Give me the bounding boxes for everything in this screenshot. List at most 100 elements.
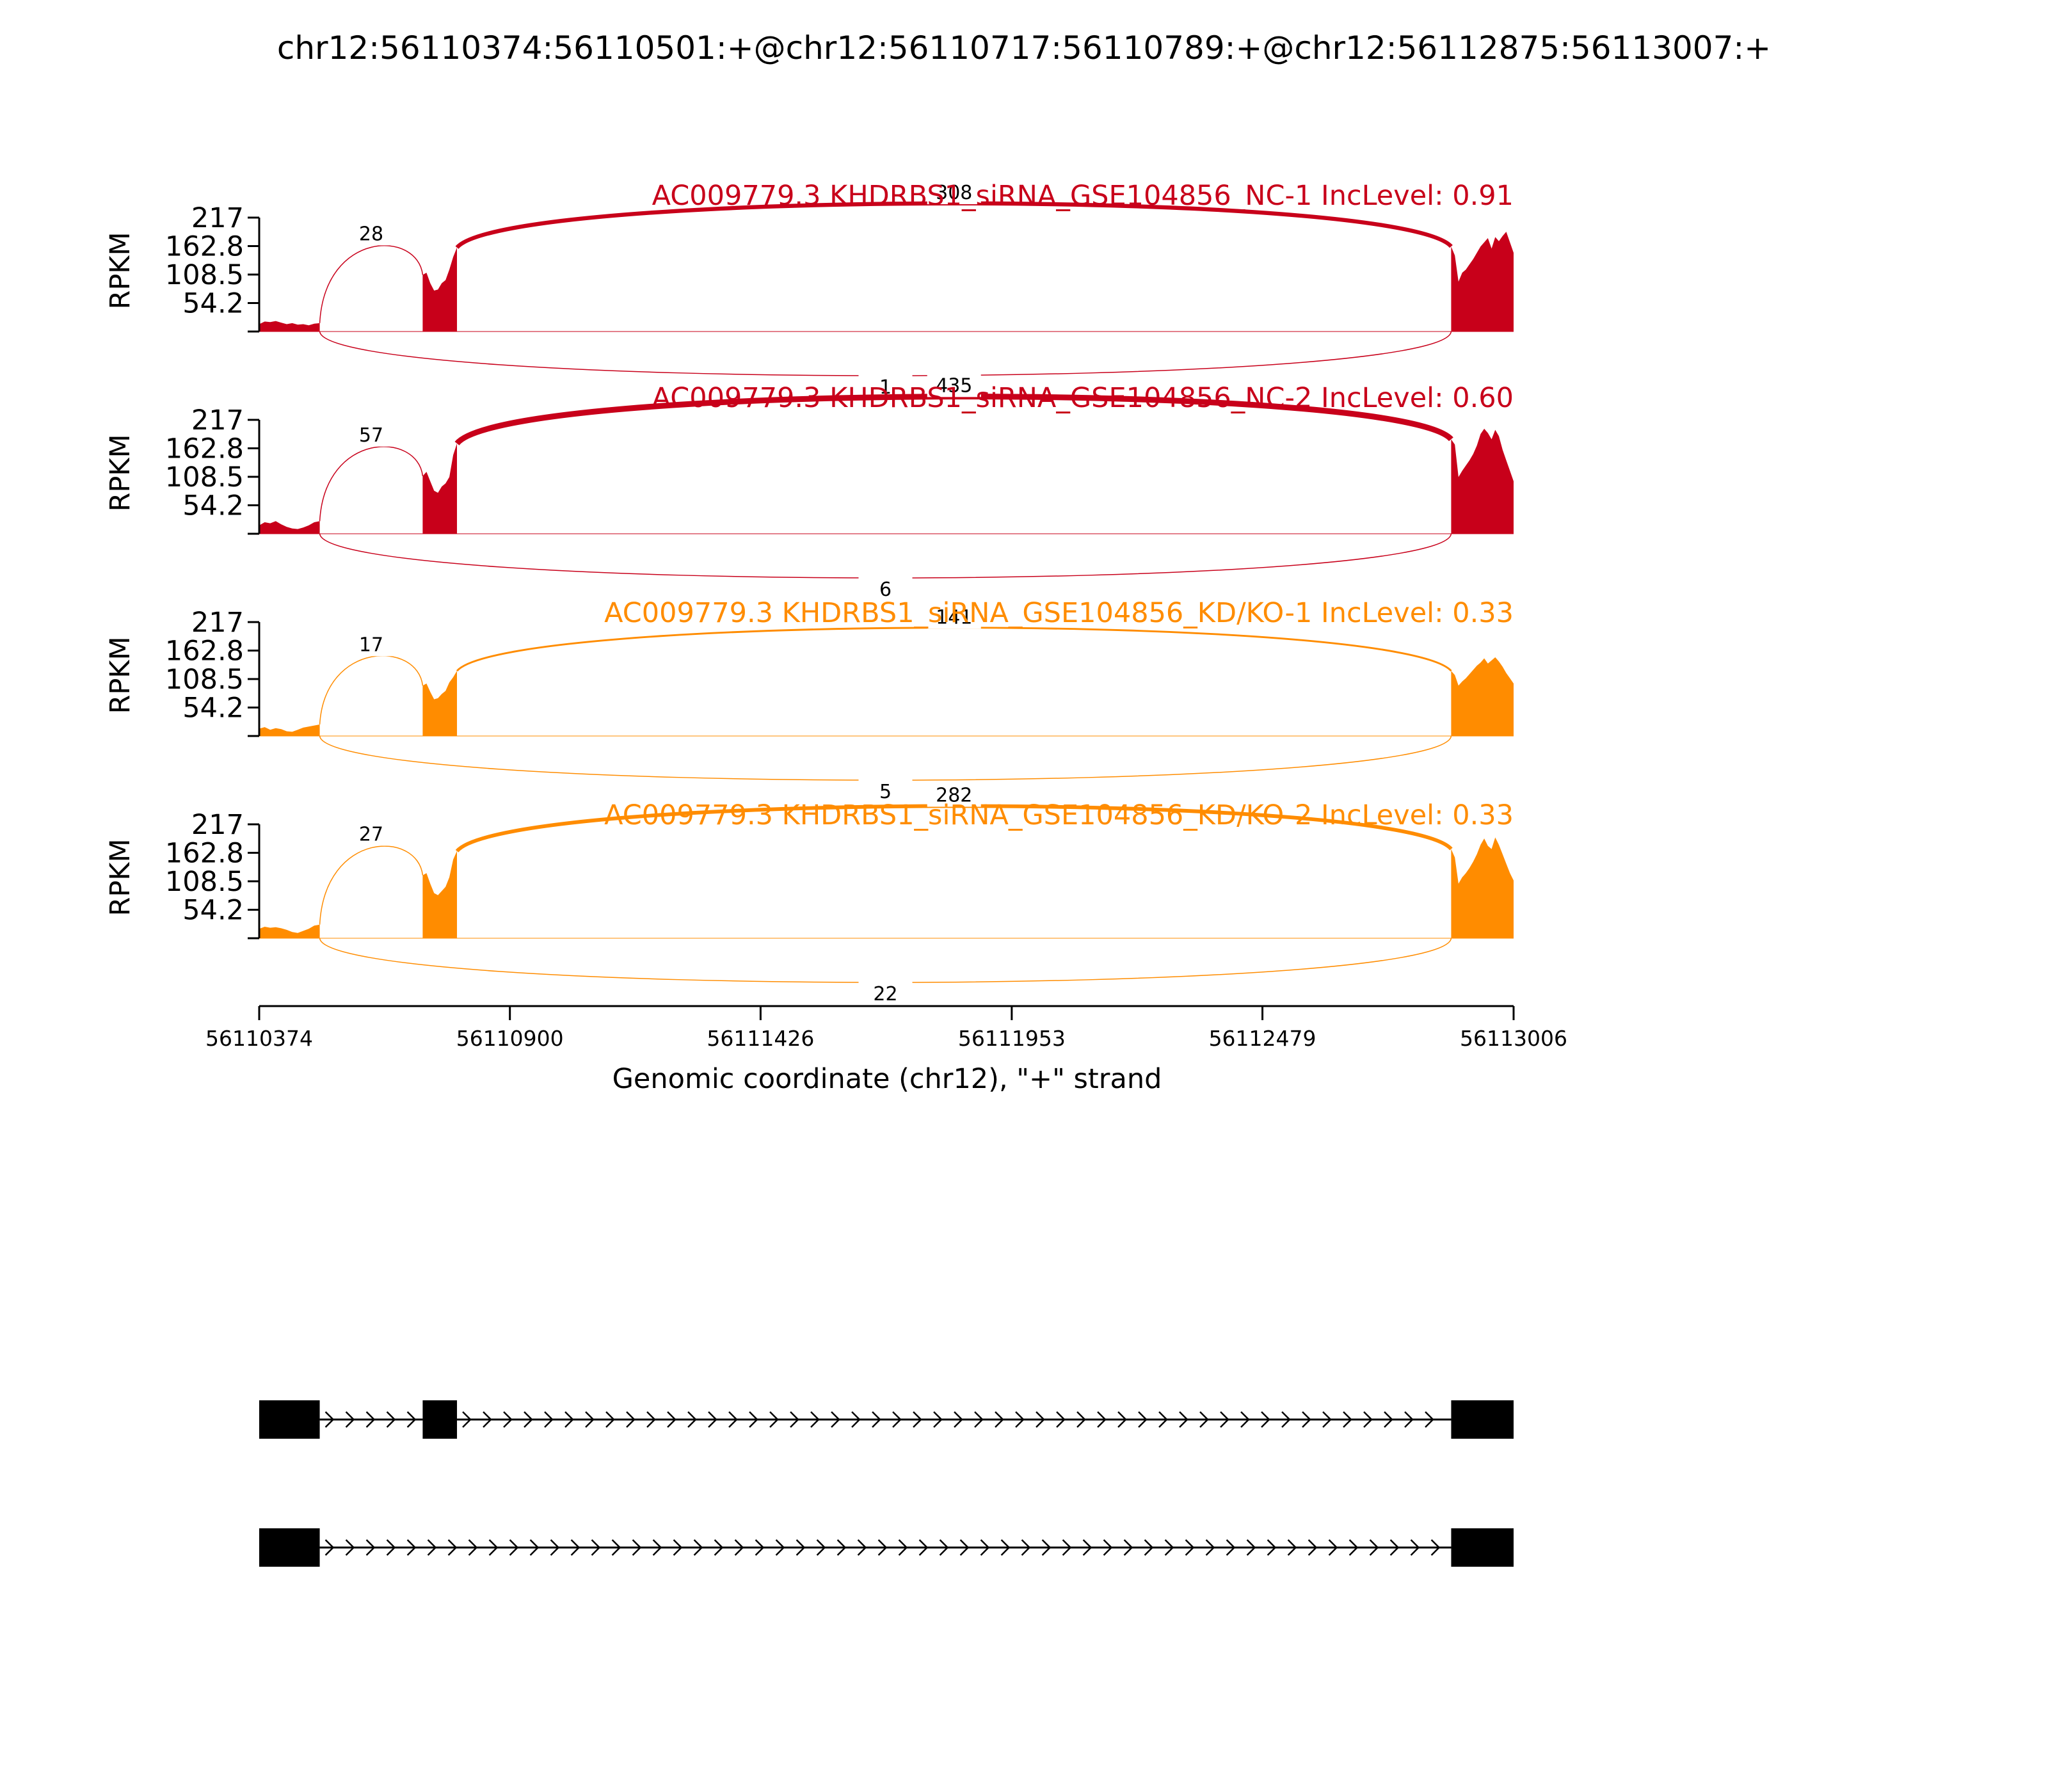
strand-arrow-icon xyxy=(1082,1539,1092,1556)
coverage-area xyxy=(259,521,320,534)
strand-arrow-icon xyxy=(913,1411,922,1428)
junction-arc xyxy=(319,446,424,522)
strand-arrow-icon xyxy=(462,1411,472,1428)
coverage-area xyxy=(422,851,458,938)
junction-arc xyxy=(319,533,1452,579)
y-tick-label: 162.8 xyxy=(165,230,244,262)
y-tick-label: 217 xyxy=(191,809,244,841)
strand-arrow-icon xyxy=(775,1539,785,1556)
y-axis-label: RPKM xyxy=(104,636,136,714)
strand-arrow-icon xyxy=(447,1539,458,1556)
junction-label-bg xyxy=(344,821,398,846)
strand-arrow-icon xyxy=(529,1539,540,1556)
y-tick-label: 217 xyxy=(191,404,244,436)
strand-arrow-icon xyxy=(626,1411,636,1428)
strand-arrow-icon xyxy=(386,1411,396,1428)
strand-arrow-icon xyxy=(728,1411,738,1428)
strand-arrow-icon xyxy=(345,1411,355,1428)
strand-arrow-icon xyxy=(468,1539,478,1556)
strand-arrow-icon xyxy=(959,1539,970,1556)
junction-count-label: 17 xyxy=(359,634,383,656)
strand-arrow-icon xyxy=(1343,1411,1352,1428)
strand-arrow-icon xyxy=(749,1411,758,1428)
junction-label-bg xyxy=(344,632,398,657)
junction-arc xyxy=(319,938,1452,983)
strand-arrow-icon xyxy=(1041,1539,1052,1556)
strand-arrow-icon xyxy=(1348,1539,1359,1556)
strand-arrow-icon xyxy=(1123,1539,1133,1556)
y-tick-label: 54.2 xyxy=(182,490,244,522)
strand-arrow-icon xyxy=(1158,1411,1168,1428)
strand-arrow-icon xyxy=(1425,1411,1434,1428)
strand-arrow-icon xyxy=(790,1411,799,1428)
strand-arrow-icon xyxy=(585,1411,595,1428)
strand-arrow-icon xyxy=(1281,1411,1291,1428)
strand-arrow-icon xyxy=(483,1411,492,1428)
exon-block xyxy=(422,1400,458,1439)
y-axis-label: RPKM xyxy=(104,232,136,309)
y-tick-label: 108.5 xyxy=(165,461,244,493)
strand-arrow-icon xyxy=(687,1411,697,1428)
junction-count-label: 27 xyxy=(359,824,383,846)
coverage-area xyxy=(1451,657,1514,736)
junction-arc xyxy=(319,245,424,323)
strand-arrow-icon xyxy=(406,1411,417,1428)
coverage-area xyxy=(259,321,320,332)
strand-arrow-icon xyxy=(1164,1539,1174,1556)
transcript-model xyxy=(259,1528,1514,1567)
strand-arrow-icon xyxy=(1097,1411,1107,1428)
junction-count-label: 57 xyxy=(359,424,383,447)
junction-label-bg xyxy=(858,577,913,601)
coverage-area xyxy=(1451,428,1514,534)
strand-arrow-icon xyxy=(324,1539,335,1556)
sample-title: AC009779.3 KHDRBS1_siRNA_GSE104856_KD/KO… xyxy=(604,597,1514,629)
strand-arrow-icon xyxy=(898,1539,908,1556)
junction-label-bg xyxy=(927,604,981,629)
sample-title: AC009779.3 KHDRBS1_siRNA_GSE104856_NC-1 … xyxy=(652,180,1514,212)
strand-arrow-icon xyxy=(1267,1539,1277,1556)
x-tick-label: 56112479 xyxy=(1209,1026,1316,1051)
strand-arrow-icon xyxy=(933,1411,943,1428)
coverage-area xyxy=(1451,837,1514,938)
strand-arrow-icon xyxy=(1015,1411,1025,1428)
strand-arrow-icon xyxy=(954,1411,963,1428)
strand-arrow-icon xyxy=(693,1539,703,1556)
coverage-area xyxy=(422,443,458,534)
strand-arrow-icon xyxy=(667,1411,676,1428)
strand-arrow-icon xyxy=(708,1411,717,1428)
x-axis: 56110374 56110900 56111426 56111953 56112479… xyxy=(205,1005,1567,1095)
strand-arrow-icon xyxy=(365,1539,376,1556)
strand-arrow-icon xyxy=(386,1539,396,1556)
coverage-area xyxy=(1451,232,1514,332)
strand-arrow-icon xyxy=(427,1539,437,1556)
strand-arrow-icon xyxy=(524,1411,533,1428)
junction-label-bg xyxy=(927,372,981,397)
strand-arrow-icon xyxy=(1389,1539,1400,1556)
strand-arrow-icon xyxy=(980,1539,990,1556)
junction-count-label: 141 xyxy=(936,606,972,628)
coverage-area xyxy=(422,671,458,736)
strand-arrow-icon xyxy=(503,1411,513,1428)
strand-arrow-icon xyxy=(1021,1539,1031,1556)
strand-arrow-icon xyxy=(995,1411,1004,1428)
strand-arrow-icon xyxy=(877,1539,888,1556)
strand-arrow-icon xyxy=(831,1411,840,1428)
junction-arc xyxy=(319,331,1452,376)
junction-arc xyxy=(456,627,1452,672)
strand-arrow-icon xyxy=(1322,1411,1332,1428)
strand-arrow-icon xyxy=(1328,1539,1338,1556)
strand-arrow-icon xyxy=(1144,1539,1154,1556)
strand-arrow-icon xyxy=(892,1411,902,1428)
strand-arrow-icon xyxy=(1199,1411,1209,1428)
strand-arrow-icon xyxy=(872,1411,881,1428)
strand-arrow-icon xyxy=(1246,1539,1256,1556)
strand-arrow-icon xyxy=(564,1411,574,1428)
strand-arrow-icon xyxy=(1430,1539,1441,1556)
junction-arc xyxy=(319,655,424,724)
junction-count-label: 5 xyxy=(879,781,892,803)
junction-count-label: 6 xyxy=(879,579,892,601)
coverage-area xyxy=(259,724,320,736)
junction-count-label: 308 xyxy=(936,182,972,204)
